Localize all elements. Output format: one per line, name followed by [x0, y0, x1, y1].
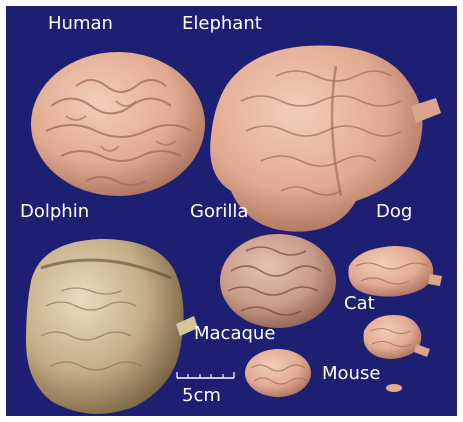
label-human: Human: [48, 13, 113, 34]
label-mouse: Mouse: [322, 363, 381, 384]
human-brain-image: [31, 52, 205, 196]
dog-brain-image: [348, 246, 442, 297]
label-gorilla: Gorilla: [190, 201, 249, 222]
label-elephant: Elephant: [182, 13, 262, 34]
brain-comparison-photo: Human Elephant Dolphin Gorilla Dog Cat M…: [6, 6, 457, 416]
scale-bar: [176, 372, 235, 379]
scale-bar-label: 5cm: [182, 385, 221, 406]
label-cat: Cat: [344, 293, 375, 314]
elephant-brain-image: [210, 45, 441, 232]
label-dog: Dog: [376, 201, 413, 222]
label-dolphin: Dolphin: [20, 201, 90, 222]
gorilla-brain-image: [220, 234, 336, 328]
macaque-brain-image: [245, 349, 311, 397]
mouse-brain-image: [386, 384, 402, 392]
dolphin-brain-image: [26, 239, 198, 414]
label-macaque: Macaque: [194, 323, 276, 344]
brains-illustration: [26, 45, 442, 414]
cat-brain-image: [363, 315, 430, 359]
